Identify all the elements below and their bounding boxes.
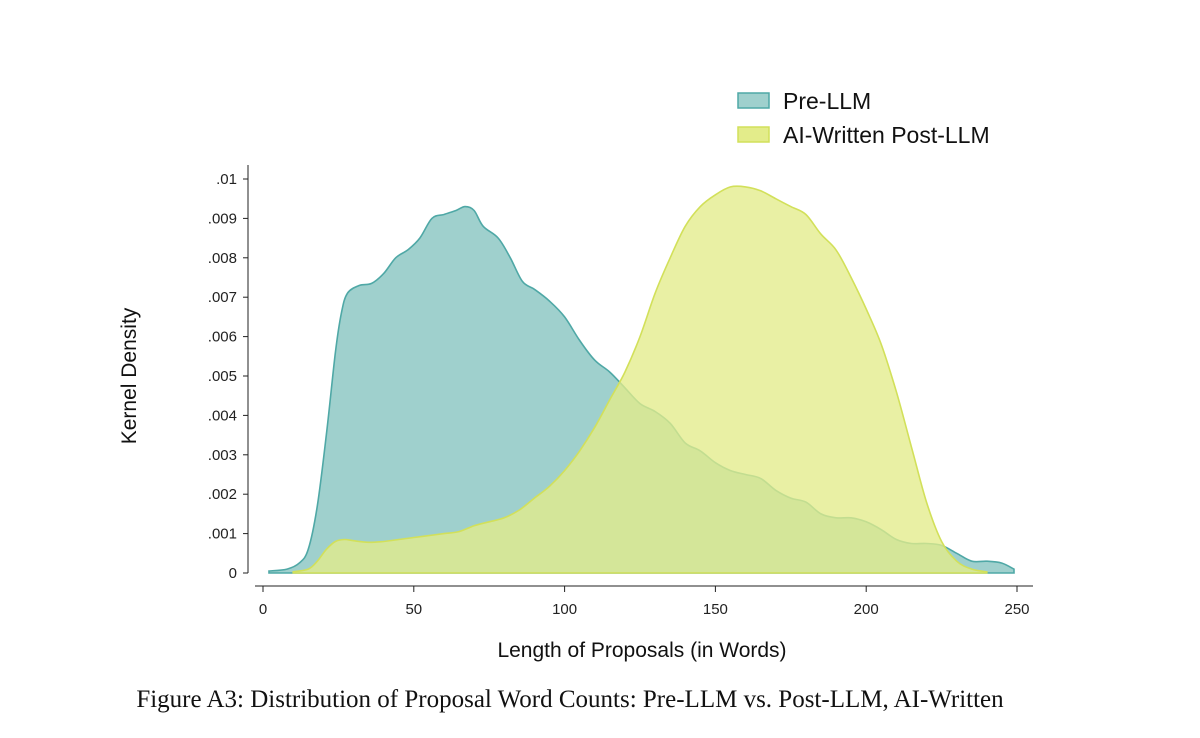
legend-label: AI-Written Post-LLM (783, 122, 990, 148)
y-tick-label: .007 (208, 289, 237, 306)
y-tick-label: .008 (208, 250, 237, 267)
legend-swatch (737, 126, 770, 143)
density-areas (268, 185, 1015, 574)
figure-caption: Figure A3: Distribution of Proposal Word… (136, 686, 1004, 713)
x-axis-title: Length of Proposals (in Words) (497, 639, 786, 662)
y-tick-label: .002 (208, 486, 237, 503)
legend-label: Pre-LLM (783, 88, 871, 114)
y-tick-label: .001 (208, 526, 237, 543)
tick-labels: 0 .001 .002 .003 .004 .005 .006 .007 .008 .009 .01… (208, 171, 1030, 618)
y-tick-label: .004 (208, 407, 237, 424)
y-tick-label: .006 (208, 329, 237, 346)
y-tick-label: 0 (229, 565, 237, 582)
x-tick-label: 200 (854, 601, 879, 618)
legend: Pre-LLM AI-Written Post-LLM (737, 88, 990, 148)
y-axis-title: Kernel Density (118, 307, 141, 444)
y-tick-label: .01 (216, 171, 237, 188)
y-tick-label: .005 (208, 368, 237, 385)
legend-swatch (737, 92, 770, 109)
x-tick-label: 250 (1004, 601, 1029, 618)
y-tick-label: .003 (208, 447, 237, 464)
y-tick-label: .009 (208, 210, 237, 227)
density-area-ai-written-post-llm (292, 185, 988, 574)
x-tick-label: 100 (552, 601, 577, 618)
x-tick-label: 150 (703, 601, 728, 618)
x-tick-label: 50 (405, 601, 422, 618)
axes (243, 165, 1033, 592)
x-tick-label: 0 (259, 601, 267, 618)
